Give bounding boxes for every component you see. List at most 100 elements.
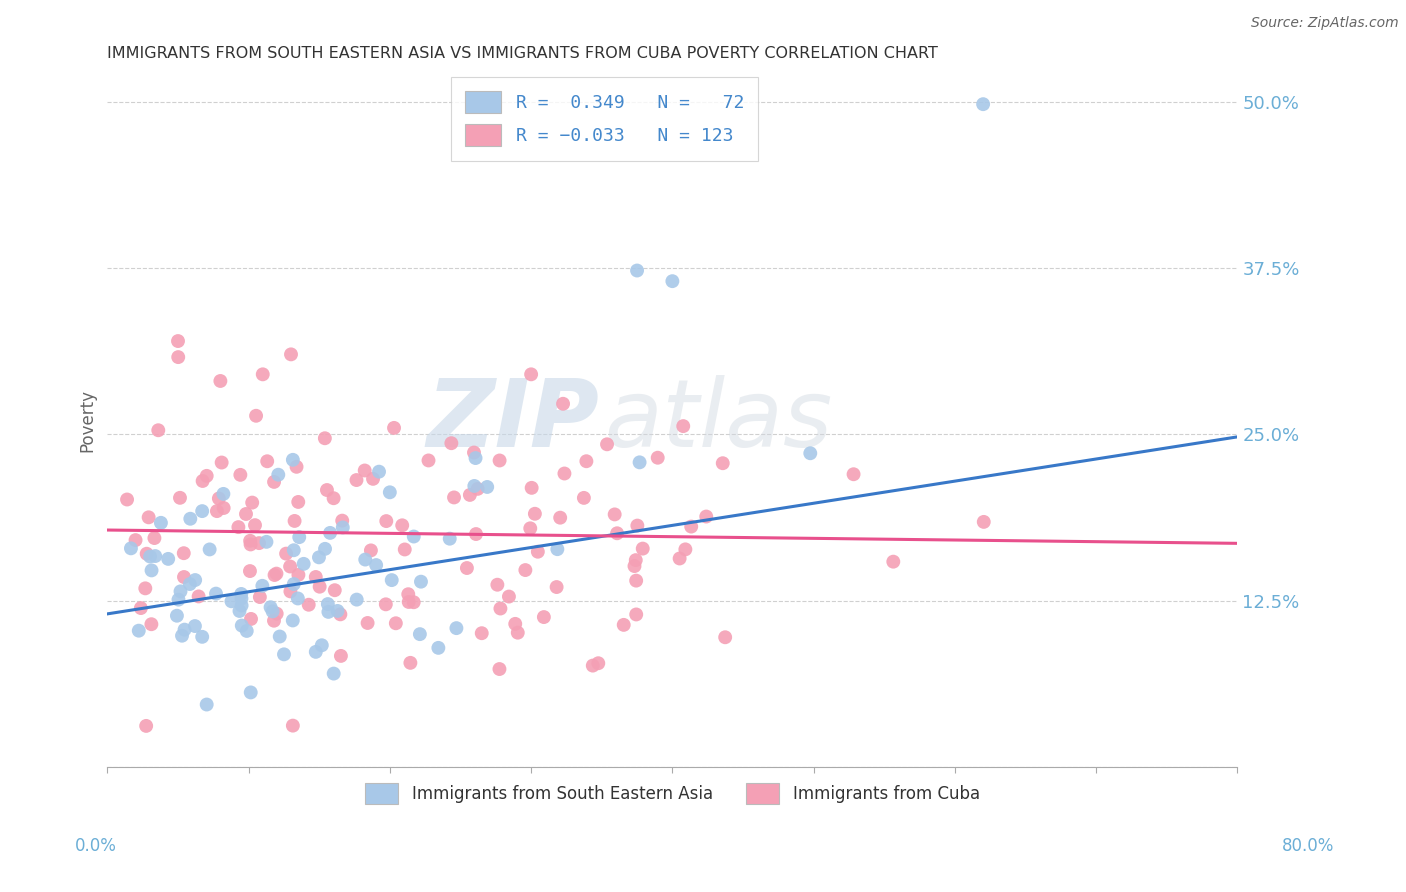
Point (628, 455, 651, 469)
Point (311, 638, 333, 652)
Point (266, 607, 288, 621)
Point (520, 481, 543, 495)
Point (668, 551, 690, 566)
Point (129, 601, 152, 615)
Point (221, 594, 243, 608)
Point (606, 526, 628, 541)
Point (673, 542, 696, 557)
Text: ZIP: ZIP (426, 375, 599, 467)
Point (551, 397, 574, 411)
Point (239, 564, 262, 578)
Point (239, 685, 262, 699)
Point (281, 453, 304, 467)
Point (143, 531, 166, 545)
Point (167, 350, 190, 364)
Point (235, 507, 257, 521)
Point (184, 573, 207, 587)
Point (647, 450, 669, 465)
Point (354, 552, 377, 566)
Point (323, 583, 346, 598)
Point (681, 519, 703, 533)
Text: atlas: atlas (605, 376, 832, 467)
Point (346, 473, 368, 487)
Point (205, 504, 228, 518)
Point (173, 570, 195, 584)
Point (205, 586, 228, 600)
Point (446, 621, 468, 635)
Text: IMMIGRANTS FROM SOUTH EASTERN ASIA VS IMMIGRANTS FROM CUBA POVERTY CORRELATION C: IMMIGRANTS FROM SOUTH EASTERN ASIA VS IM… (107, 46, 938, 62)
Point (711, 456, 734, 470)
Point (427, 640, 450, 655)
Point (626, 518, 648, 533)
Point (280, 584, 302, 599)
Point (520, 368, 543, 382)
Point (546, 542, 568, 557)
Point (284, 514, 307, 528)
Point (603, 508, 626, 522)
Point (316, 597, 339, 611)
Point (283, 577, 305, 591)
Point (409, 574, 432, 589)
Point (135, 719, 157, 733)
Point (842, 467, 865, 482)
Point (402, 595, 425, 609)
Point (626, 263, 648, 277)
Point (274, 547, 297, 561)
Point (672, 419, 695, 434)
Point (235, 624, 257, 638)
Point (191, 630, 214, 644)
Point (488, 662, 510, 676)
Point (229, 467, 252, 482)
Point (488, 453, 510, 467)
Point (128, 624, 150, 638)
Point (624, 574, 647, 588)
Point (381, 573, 404, 587)
Point (463, 445, 485, 459)
Y-axis label: Poverty: Poverty (79, 390, 96, 452)
Point (115, 492, 138, 507)
Point (394, 542, 416, 557)
Point (263, 475, 285, 489)
Point (252, 368, 274, 382)
Point (440, 436, 463, 450)
Point (575, 454, 598, 468)
Point (399, 656, 422, 670)
Point (179, 512, 201, 526)
Point (319, 525, 342, 540)
Point (316, 483, 339, 497)
Point (477, 480, 499, 494)
Point (378, 485, 401, 500)
Point (314, 431, 336, 445)
Point (548, 510, 571, 524)
Point (138, 510, 160, 524)
Point (624, 553, 647, 567)
Point (243, 518, 266, 533)
Point (157, 552, 180, 566)
Point (519, 521, 541, 535)
Point (366, 558, 388, 572)
Point (361, 472, 384, 486)
Point (402, 529, 425, 543)
Point (288, 530, 311, 544)
Point (195, 468, 218, 483)
Point (360, 543, 382, 558)
Point (396, 587, 419, 601)
Point (141, 617, 163, 632)
Point (166, 608, 188, 623)
Point (308, 550, 330, 565)
Point (443, 491, 465, 505)
Point (239, 537, 262, 551)
Point (463, 479, 485, 493)
Point (305, 570, 328, 584)
Point (170, 629, 193, 643)
Point (240, 612, 263, 626)
Point (368, 465, 391, 479)
Point (467, 482, 489, 496)
Point (209, 374, 232, 388)
Point (346, 592, 368, 607)
Point (191, 474, 214, 488)
Point (332, 520, 354, 534)
Point (489, 601, 512, 615)
Point (799, 446, 821, 460)
Point (287, 495, 309, 509)
